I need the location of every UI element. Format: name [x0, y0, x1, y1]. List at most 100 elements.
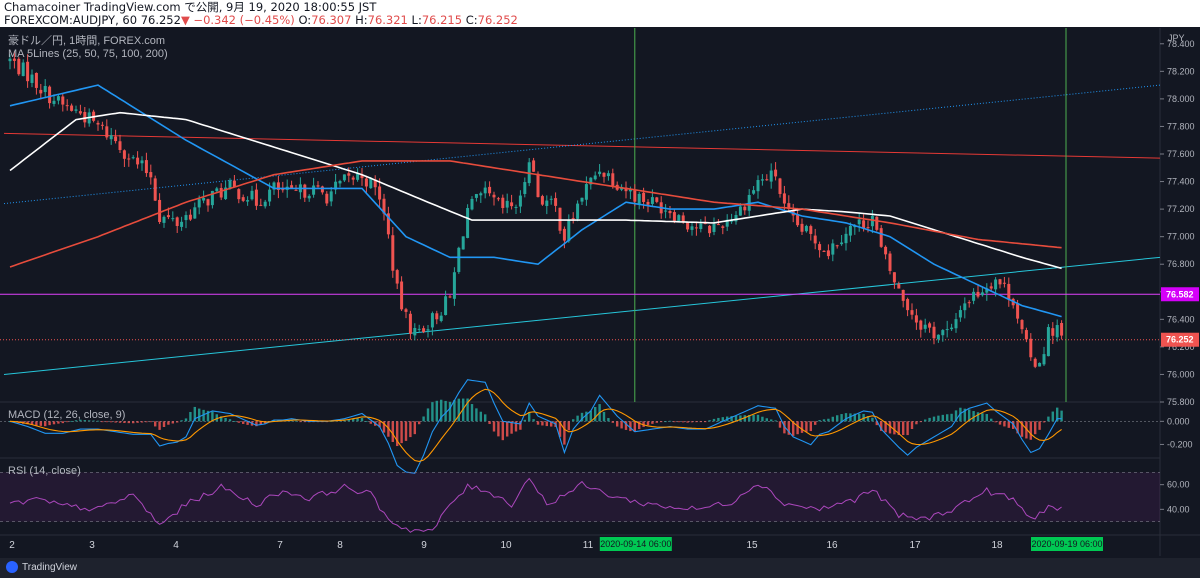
candle-body [263, 201, 267, 207]
candle-body [144, 160, 148, 174]
candle-body [52, 100, 56, 104]
candle-body [985, 288, 989, 293]
legend-ma[interactable]: MA 5Lines (25, 50, 75, 100, 200) [8, 48, 168, 60]
macd-histogram-bar [114, 421, 117, 423]
candle-body [320, 186, 324, 193]
macd-histogram-bar [853, 413, 856, 422]
candle-body [378, 186, 382, 200]
macd-histogram-bar [624, 421, 628, 430]
candle-body [778, 178, 782, 194]
candle-body [83, 112, 87, 123]
macd-histogram-bar [1051, 411, 1054, 422]
macd-histogram-bar [774, 420, 777, 422]
macd-histogram-bar [396, 421, 399, 447]
macd-histogram-bar [330, 421, 333, 422]
candle-body [822, 250, 826, 252]
candle-body [404, 309, 408, 312]
macd-histogram-bar [52, 421, 56, 425]
macd-histogram-bar [189, 411, 192, 422]
candle-body [879, 228, 883, 247]
macd-histogram-bar [365, 421, 368, 423]
candle-body [479, 193, 483, 196]
candle-body [549, 198, 553, 200]
macd-histogram-bar [39, 421, 42, 426]
macd-histogram-bar [796, 421, 799, 435]
macd-histogram-bar [255, 421, 258, 427]
macd-histogram-bar [558, 421, 562, 437]
macd-histogram-bar [594, 406, 597, 422]
macd-histogram-bar [629, 421, 632, 432]
candle-body [655, 197, 659, 202]
candle-body [1020, 320, 1024, 330]
macd-title[interactable]: MACD (12, 26, close, 9) [8, 409, 126, 421]
macd-histogram-bar [448, 401, 452, 422]
time-highlight-tag-text: 2020-09-14 06:00 [600, 539, 671, 549]
candle-body [800, 223, 804, 232]
candle-body [184, 215, 188, 221]
candle-body [408, 313, 412, 334]
legend-symbol[interactable]: 豪ドル／円, 1時間, FOREX.com [8, 35, 166, 47]
macd-histogram-bar [985, 414, 988, 422]
candle-body [941, 330, 945, 336]
macd-histogram-bar [906, 421, 909, 436]
candle-body [703, 223, 707, 225]
macd-histogram-bar [1007, 421, 1010, 428]
candle-body [48, 86, 52, 104]
macd-histogram-bar [607, 418, 610, 422]
time-highlight-tag-text: 2020-09-19 06:00 [1031, 539, 1102, 549]
macd-histogram-bar [1025, 421, 1028, 439]
macd-histogram-bar [941, 414, 944, 422]
macd-histogram-bar [92, 420, 95, 422]
macd-histogram-bar [910, 421, 914, 430]
macd-histogram-bar [840, 414, 843, 422]
macd-histogram-bar [580, 412, 584, 422]
candle-body [1016, 303, 1020, 319]
macd-histogram-bar [651, 421, 654, 424]
last-price-tag [1161, 332, 1199, 347]
macd-histogram-bar [532, 419, 535, 422]
rsi-title[interactable]: RSI (14, close) [8, 465, 81, 477]
macd-histogram-bar [303, 421, 306, 423]
candle-body [694, 227, 698, 229]
macd-histogram-bar [937, 415, 940, 422]
price-axis-unit: JPY [1168, 33, 1185, 43]
time-axis-label: 8 [337, 540, 343, 551]
macd-histogram-bar [457, 398, 460, 422]
macd-histogram-bar [875, 421, 878, 426]
macd-histogram-bar [690, 421, 694, 423]
rsi-axis-label: 40.00 [1167, 504, 1190, 514]
candle-body [853, 225, 857, 228]
candle-body [633, 190, 637, 202]
candle-body [444, 296, 448, 315]
candle-body [496, 198, 500, 200]
close-label: C: [462, 13, 478, 27]
macd-histogram-bar [444, 400, 447, 422]
macd-histogram-bar [836, 415, 839, 422]
price-axis-label: 77.600 [1167, 149, 1195, 159]
macd-histogram-bar [30, 421, 34, 425]
level-price-tag-text: 76.582 [1166, 289, 1194, 299]
macd-histogram-bar [972, 411, 975, 422]
macd-histogram-bar [127, 421, 130, 424]
macd-histogram-bar [426, 408, 430, 422]
macd-axis-label: -0.200 [1167, 439, 1193, 449]
publish-header: Chamacoiner TradingView.com で公開, 9月 19, … [0, 0, 1200, 27]
macd-axis-label: 0.000 [1167, 416, 1190, 426]
macd-histogram-bar [928, 417, 931, 422]
macd-histogram-bar [506, 421, 509, 437]
macd-histogram-bar [748, 415, 751, 422]
macd-histogram-bar [198, 408, 201, 422]
candle-body [325, 193, 329, 204]
candle-body [294, 189, 298, 191]
candle-body [70, 105, 74, 111]
symbol-interval: FOREXCOM:AUDJPY, 60 [4, 13, 141, 27]
candle-body [140, 160, 144, 164]
candle-body [518, 195, 522, 207]
support-trendline [3, 256, 1161, 375]
candle-body [835, 245, 839, 247]
candle-body [989, 286, 993, 289]
candle-body [567, 219, 571, 242]
candle-body [175, 217, 179, 226]
candle-body [857, 219, 861, 225]
